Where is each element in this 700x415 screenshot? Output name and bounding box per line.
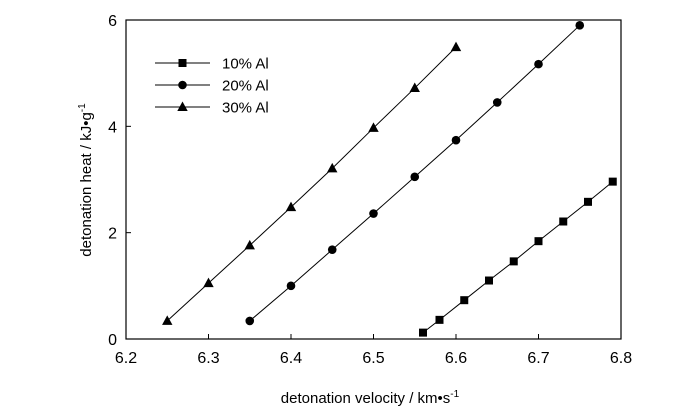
data-point bbox=[608, 177, 617, 186]
data-point bbox=[369, 209, 378, 218]
legend-label: 30% Al bbox=[222, 100, 269, 117]
legend-marker bbox=[178, 80, 187, 90]
data-point bbox=[368, 122, 379, 132]
data-point bbox=[419, 328, 427, 337]
x-tick-label: 6.7 bbox=[527, 350, 549, 367]
legend-item: 20% Al bbox=[155, 78, 269, 95]
data-point bbox=[244, 239, 255, 250]
series-triangle bbox=[162, 41, 462, 325]
data-point bbox=[410, 172, 420, 182]
y-tick-label: 0 bbox=[108, 332, 117, 349]
legend-marker bbox=[178, 59, 187, 67]
data-point bbox=[327, 245, 337, 254]
data-point bbox=[575, 21, 585, 30]
data-point bbox=[559, 217, 568, 226]
x-tick-label: 6.5 bbox=[362, 350, 384, 367]
y-axis: 0 2 4 6 bbox=[108, 13, 131, 349]
data-point bbox=[534, 59, 543, 69]
data-point bbox=[492, 98, 502, 107]
data-point bbox=[162, 315, 173, 325]
y-tick-label: 4 bbox=[108, 119, 117, 136]
series-line bbox=[166, 46, 457, 322]
legend: 10% Al 20% Al 30% Al bbox=[155, 56, 269, 117]
data-point bbox=[203, 277, 214, 288]
data-point bbox=[285, 201, 297, 212]
y-axis-label: detonation heat / kJ•g-1 bbox=[77, 103, 95, 257]
y-tick-label: 6 bbox=[108, 13, 117, 30]
data-point bbox=[450, 41, 462, 52]
y-tick-label: 2 bbox=[108, 226, 117, 243]
x-tick-label: 6.3 bbox=[197, 350, 219, 367]
x-tick-label: 6.8 bbox=[610, 350, 632, 367]
data-point bbox=[584, 197, 592, 206]
data-point bbox=[534, 237, 543, 246]
data-point bbox=[485, 276, 493, 285]
data-point bbox=[245, 316, 255, 326]
data-point bbox=[509, 257, 518, 266]
series-circle bbox=[245, 21, 585, 326]
y-axis-label-sup: -1 bbox=[77, 103, 88, 112]
data-point bbox=[286, 281, 296, 291]
legend-label: 20% Al bbox=[222, 78, 269, 95]
legend-label: 10% Al bbox=[222, 56, 269, 73]
series-layer bbox=[162, 21, 617, 337]
data-point bbox=[409, 82, 420, 93]
data-point bbox=[327, 162, 338, 173]
x-axis-label-sup: -1 bbox=[450, 389, 459, 400]
data-point bbox=[460, 296, 469, 305]
x-tick-label: 6.4 bbox=[280, 350, 302, 367]
legend-item: 10% Al bbox=[155, 56, 269, 73]
x-axis: 6.2 6.3 6.4 6.5 6.6 6.7 6.8 bbox=[115, 334, 632, 367]
legend-item: 30% Al bbox=[155, 100, 269, 117]
data-point bbox=[451, 135, 461, 145]
x-axis-label: detonation velocity / km•s-1 bbox=[281, 389, 460, 407]
data-point bbox=[435, 315, 444, 324]
series-square bbox=[419, 177, 617, 337]
x-tick-label: 6.6 bbox=[445, 350, 467, 367]
x-tick-label: 6.2 bbox=[115, 350, 137, 367]
legend-marker bbox=[177, 101, 188, 111]
